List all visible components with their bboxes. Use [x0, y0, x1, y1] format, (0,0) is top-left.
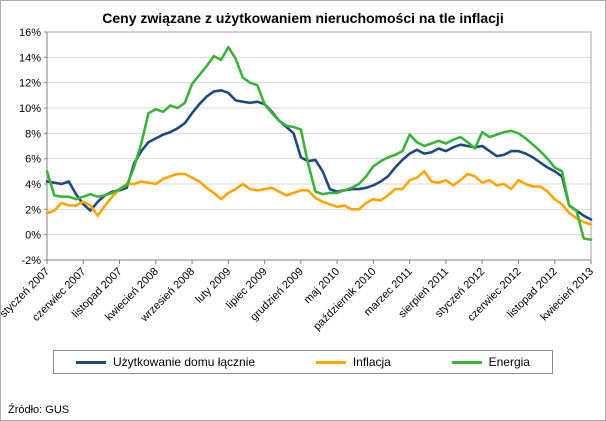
- y-axis-label: 10%: [19, 103, 41, 115]
- legend-item-0: Użytkowanie domu łącznie: [76, 355, 255, 369]
- legend-item-2: Energia: [451, 355, 530, 369]
- legend-swatch: [315, 360, 346, 364]
- chart-title: Ceny związane z użytkowaniem nieruchomoś…: [102, 10, 504, 26]
- x-axis-label: październik 2010: [311, 266, 378, 333]
- source-note: Źródło: GUS: [8, 404, 70, 416]
- legend: Użytkowanie domu łącznie Inflacja Energia: [53, 350, 553, 374]
- chart-svg: -2%0%2%4%6%8%10%12%14%16%styczeń 2007cze…: [1, 27, 596, 333]
- y-axis-label: 0%: [25, 230, 41, 242]
- y-axis-label: 16%: [19, 27, 41, 39]
- y-axis-label: 4%: [25, 179, 41, 191]
- y-axis-label: 14%: [19, 52, 41, 64]
- y-axis-label: 2%: [25, 204, 41, 216]
- legend-item-1: Inflacja: [315, 355, 391, 369]
- y-axis-label: 12%: [19, 78, 41, 90]
- plot-border: [46, 31, 592, 261]
- y-axis-label: 6%: [25, 154, 41, 166]
- y-axis-label: -2%: [21, 255, 41, 267]
- legend-swatch: [76, 360, 106, 364]
- legend-swatch: [451, 360, 482, 364]
- legend-label: Energia: [488, 355, 530, 369]
- series-line-2: [45, 45, 593, 241]
- y-axis-label: 8%: [25, 128, 41, 140]
- legend-label: Użytkowanie domu łącznie: [113, 355, 256, 369]
- legend-label: Inflacja: [352, 355, 391, 369]
- series-line-1: [45, 170, 593, 226]
